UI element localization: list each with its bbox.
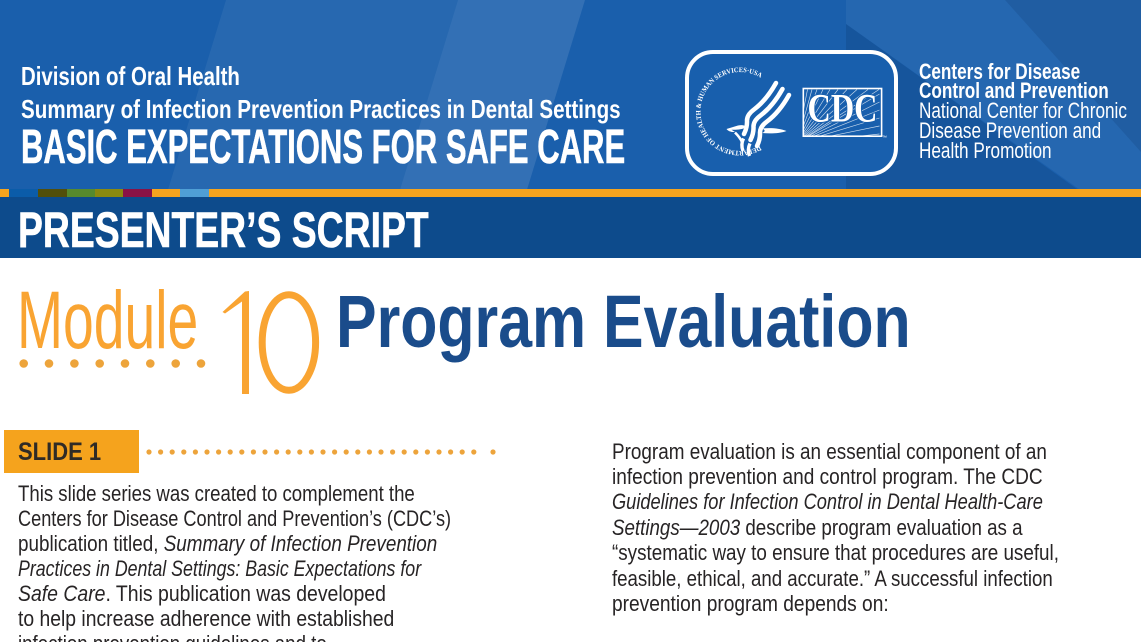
svg-text:CDC: CDC	[808, 86, 878, 131]
svg-text:™: ™	[882, 135, 887, 141]
